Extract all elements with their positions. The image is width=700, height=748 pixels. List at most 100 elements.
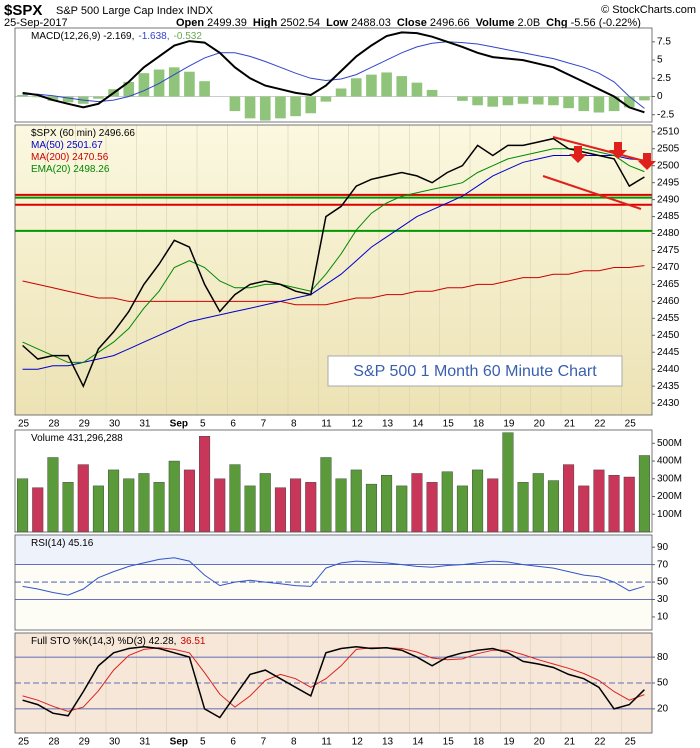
y-tick-label: 2495 — [657, 177, 680, 188]
arrow — [609, 142, 627, 159]
legend-entry: Volume 431,296,288 — [31, 433, 123, 444]
series-line — [22, 265, 645, 306]
copyright: © StockCharts.com — [601, 4, 696, 16]
panel-frame — [14, 534, 653, 631]
bar — [335, 88, 347, 97]
y-tick-label: 500M — [657, 438, 682, 449]
x-tick-label: 21 — [564, 419, 576, 430]
x-tick-label: 8 — [291, 419, 297, 430]
quote-label: Open — [176, 17, 204, 29]
series-line — [22, 646, 645, 719]
y-tick-label: 2470 — [657, 262, 680, 273]
bar — [62, 96, 74, 103]
x-tick-label: 11 — [321, 737, 332, 748]
bar — [456, 485, 468, 533]
bar — [517, 96, 529, 104]
bar — [183, 469, 195, 533]
quote-label: Volume — [476, 17, 515, 29]
y-tick-label: 90 — [657, 542, 669, 553]
bar — [229, 96, 241, 112]
y-tick-label: 10 — [657, 612, 669, 623]
legend-text: Full STO %K(14,3) %D(3) 42.28, — [31, 636, 176, 647]
y-tick-label: 2510 — [657, 126, 680, 137]
x-tick-label: 25 — [18, 419, 30, 430]
bar — [411, 473, 423, 533]
quote-value: 2499.39 — [207, 17, 247, 29]
trend-markup — [542, 136, 656, 210]
bar — [532, 473, 544, 533]
bar — [578, 96, 590, 112]
series-line — [22, 41, 645, 109]
x-tick-label: 31 — [139, 419, 151, 430]
legend-entry: MA(50) 2501.67 — [31, 140, 103, 151]
x-tick-label: 22 — [594, 737, 606, 748]
bar — [487, 96, 499, 107]
quote-value: 2496.66 — [430, 17, 470, 29]
bar — [62, 482, 74, 533]
quote-label: Chg — [546, 17, 567, 29]
x-tick-label: 12 — [352, 737, 364, 748]
bar — [426, 482, 438, 533]
x-tick-label: 25 — [625, 737, 637, 748]
x-tick-label: 18 — [473, 419, 485, 430]
x-tick-label: 28 — [48, 419, 60, 430]
bar — [138, 473, 150, 533]
y-tick-label: 20 — [657, 704, 669, 715]
bar — [396, 485, 408, 533]
bar — [47, 457, 59, 533]
x-tick-label: 11 — [321, 419, 332, 430]
bar — [502, 432, 514, 533]
bar — [93, 96, 104, 99]
bar — [396, 76, 408, 97]
x-tick-label: 19 — [503, 737, 515, 748]
y-tick-label: 2455 — [657, 313, 680, 324]
x-tick-label: 29 — [79, 737, 91, 748]
bar — [548, 96, 559, 106]
y-tick-label: 100M — [657, 509, 682, 520]
bar — [578, 485, 590, 533]
bar — [77, 464, 89, 533]
bar — [244, 485, 256, 533]
bar — [199, 436, 211, 533]
bar — [244, 96, 256, 119]
x-tick-label: 30 — [109, 419, 121, 430]
x-tick-label: 15 — [443, 419, 455, 430]
bar — [365, 483, 377, 533]
y-tick-label: 0 — [657, 91, 663, 102]
bar — [275, 96, 286, 119]
bar — [17, 95, 28, 97]
bar — [639, 96, 650, 101]
bar — [623, 476, 635, 533]
legend-entry: MA(200) 2470.56 — [31, 152, 109, 163]
panel-frame — [14, 27, 653, 123]
series-line — [22, 647, 645, 712]
arrow — [638, 153, 656, 170]
bar — [608, 96, 620, 112]
y-tick-label: 2475 — [657, 245, 680, 256]
x-tick-label: 29 — [79, 419, 91, 430]
legend-text: MA(50) 2501.67 — [31, 140, 103, 151]
y-tick-label: 2460 — [657, 296, 680, 307]
quote-label: Close — [397, 17, 427, 29]
bar — [320, 457, 332, 533]
bar — [350, 78, 362, 97]
panel-frame — [14, 124, 653, 416]
x-tick-label: 25 — [625, 419, 637, 430]
y-tick-label: 50 — [657, 577, 669, 588]
x-tick-label: 5 — [200, 737, 206, 748]
y-tick-label: 2.5 — [657, 73, 671, 84]
x-tick-label: 22 — [594, 419, 606, 430]
bar — [623, 96, 635, 108]
bar — [563, 96, 574, 109]
quote-value: -5.56 (-0.22%) — [571, 17, 641, 29]
legend-entry: MACD(12,26,9) -2.169, -1.638, -0.532 — [31, 31, 202, 42]
x-tick-label: 6 — [230, 737, 236, 748]
series-line — [22, 155, 645, 370]
y-tick-label: 2490 — [657, 194, 680, 205]
quote-label: Low — [326, 17, 348, 29]
y-tick-label: 50 — [657, 678, 669, 689]
bar — [638, 455, 650, 533]
bar — [563, 464, 575, 533]
bar — [608, 475, 620, 533]
